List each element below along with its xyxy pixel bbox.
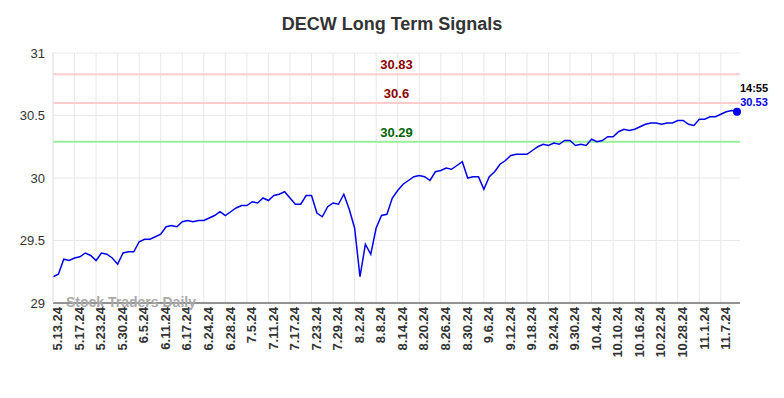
svg-text:30.53: 30.53 bbox=[740, 96, 768, 108]
svg-text:10.22.24: 10.22.24 bbox=[653, 306, 668, 357]
svg-text:10.28.24: 10.28.24 bbox=[675, 306, 690, 357]
svg-text:30.5: 30.5 bbox=[20, 108, 45, 123]
svg-text:29: 29 bbox=[31, 296, 45, 311]
svg-text:31: 31 bbox=[31, 46, 45, 61]
svg-text:9.18.24: 9.18.24 bbox=[524, 306, 539, 350]
svg-text:5.13.24: 5.13.24 bbox=[50, 306, 65, 350]
svg-text:8.8.24: 8.8.24 bbox=[373, 306, 388, 343]
svg-text:30.83: 30.83 bbox=[380, 57, 413, 72]
svg-text:6.24.24: 6.24.24 bbox=[201, 306, 216, 350]
svg-text:6.28.24: 6.28.24 bbox=[223, 306, 238, 350]
html-text:Stock Traders Daily: Stock Traders Daily bbox=[66, 294, 196, 310]
svg-text:7.11.24: 7.11.24 bbox=[266, 306, 281, 349]
svg-text:30.6: 30.6 bbox=[384, 86, 409, 101]
svg-text:10.10.24: 10.10.24 bbox=[610, 306, 625, 357]
svg-text:6.11.24: 6.11.24 bbox=[158, 306, 173, 349]
svg-text:11.7.24: 11.7.24 bbox=[718, 306, 733, 349]
svg-text:7.5.24: 7.5.24 bbox=[244, 306, 259, 343]
svg-text:9.6.24: 9.6.24 bbox=[481, 306, 496, 343]
svg-text:7.17.24: 7.17.24 bbox=[287, 306, 302, 350]
svg-text:6.5.24: 6.5.24 bbox=[136, 306, 151, 343]
svg-text:10.4.24: 10.4.24 bbox=[589, 306, 604, 350]
svg-text:5.30.24: 5.30.24 bbox=[115, 306, 130, 350]
svg-text:9.30.24: 9.30.24 bbox=[567, 306, 582, 350]
svg-text:9.12.24: 9.12.24 bbox=[503, 306, 518, 350]
svg-text:30.29: 30.29 bbox=[380, 125, 413, 140]
svg-text:8.14.24: 8.14.24 bbox=[395, 306, 410, 350]
svg-text:8.20.24: 8.20.24 bbox=[416, 306, 431, 350]
svg-text:8.2.24: 8.2.24 bbox=[352, 306, 367, 343]
svg-text:8.26.24: 8.26.24 bbox=[438, 306, 453, 350]
svg-text:5.23.24: 5.23.24 bbox=[93, 306, 108, 350]
svg-text:7.23.24: 7.23.24 bbox=[309, 306, 324, 350]
svg-text:29.5: 29.5 bbox=[20, 233, 45, 248]
svg-text:10.16.24: 10.16.24 bbox=[632, 306, 647, 357]
svg-text:30: 30 bbox=[31, 171, 45, 186]
svg-text:5.17.24: 5.17.24 bbox=[72, 306, 87, 350]
svg-text:9.24.24: 9.24.24 bbox=[546, 306, 561, 350]
svg-text:7.29.24: 7.29.24 bbox=[330, 306, 345, 350]
svg-text:8.30.24: 8.30.24 bbox=[460, 306, 475, 350]
svg-text:11.1.24: 11.1.24 bbox=[697, 306, 712, 349]
html-text:DECW Long Term Signals: DECW Long Term Signals bbox=[281, 14, 503, 34]
svg-text:14:55: 14:55 bbox=[740, 82, 768, 94]
svg-text:6.17.24: 6.17.24 bbox=[179, 306, 194, 350]
